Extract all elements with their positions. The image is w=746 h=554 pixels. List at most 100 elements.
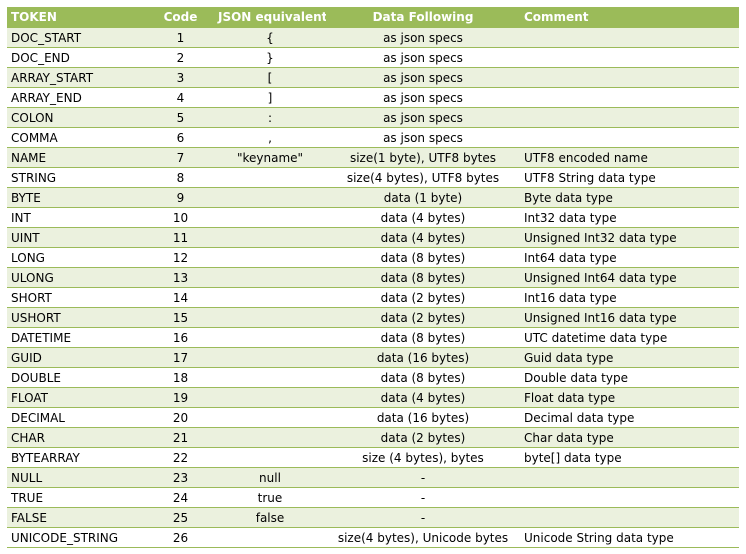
- json-equivalent-cell: true: [214, 487, 326, 508]
- table-row: ARRAY_START 3[as json specs: [7, 67, 739, 88]
- token-cell: LONG: [7, 247, 147, 268]
- code-cell: 22: [147, 447, 214, 468]
- token-cell: FALSE: [7, 507, 147, 528]
- code-cell: 3: [147, 67, 214, 88]
- data-following-cell: as json specs: [326, 107, 520, 128]
- table-row: BYTE 9 data (1 byte) Byte data type: [7, 187, 739, 208]
- json-equivalent-cell: [: [214, 67, 326, 88]
- comment-cell: [520, 87, 739, 108]
- json-equivalent-cell: [214, 347, 326, 368]
- json-equivalent-cell: "keyname": [214, 147, 326, 168]
- table-row: FALSE 25 false -: [7, 507, 739, 528]
- table-row: DATETIME 16 data (8 bytes) UTC datetime dat…: [7, 327, 739, 348]
- table-row: DOC_END 2} as json specs: [7, 47, 739, 68]
- json-equivalent-cell: ]: [214, 87, 326, 108]
- json-equivalent-cell: :: [214, 107, 326, 128]
- data-following-cell: data (16 bytes): [326, 407, 520, 428]
- token-cell: STRING: [7, 167, 147, 188]
- data-following-cell: data (2 bytes): [326, 307, 520, 328]
- code-cell: 9: [147, 187, 214, 208]
- table-row: GUID 17 data (16 bytes) Guid data type: [7, 347, 739, 368]
- comment-cell: [520, 27, 739, 48]
- token-table-sheet: TOKEN Code JSON equivalent Data Followin…: [7, 7, 739, 548]
- code-cell: 12: [147, 247, 214, 268]
- data-following-cell: -: [326, 467, 520, 488]
- comment-cell: [520, 107, 739, 128]
- comment-cell: Unsigned Int16 data type: [520, 307, 739, 328]
- token-table: TOKEN Code JSON equivalent Data Followin…: [7, 7, 739, 548]
- comment-cell: Guid data type: [520, 347, 739, 368]
- table-row: CHAR 21 data (2 bytes) Char data type: [7, 427, 739, 448]
- token-cell: ULONG: [7, 267, 147, 288]
- table-row: TRUE 24 true -: [7, 487, 739, 508]
- table-body: DOC_START 1{as json specs DOC_END 2} as json…: [7, 27, 739, 548]
- comment-cell: byte[] data type: [520, 447, 739, 468]
- header-token: TOKEN: [7, 7, 147, 28]
- data-following-cell: as json specs: [326, 47, 520, 68]
- token-cell: DOUBLE: [7, 367, 147, 388]
- table-row: LONG 12 data (8 bytes) Int64 data type: [7, 247, 739, 268]
- table-header: TOKEN Code JSON equivalent Data Followin…: [7, 7, 739, 28]
- json-equivalent-cell: [214, 367, 326, 388]
- json-equivalent-cell: [214, 527, 326, 548]
- json-equivalent-cell: [214, 387, 326, 408]
- data-following-cell: -: [326, 487, 520, 508]
- table-row: INT 10 data (4 bytes) Int32 data type: [7, 207, 739, 228]
- code-cell: 25: [147, 507, 214, 528]
- comment-cell: UTC datetime data type: [520, 327, 739, 348]
- data-following-cell: as json specs: [326, 127, 520, 148]
- code-cell: 1: [147, 27, 214, 48]
- data-following-cell: size(1 byte), UTF8 bytes: [326, 147, 520, 168]
- code-cell: 15: [147, 307, 214, 328]
- comment-cell: Byte data type: [520, 187, 739, 208]
- code-cell: 23: [147, 467, 214, 488]
- json-equivalent-cell: }: [214, 47, 326, 68]
- table-row: UINT 11 data (4 bytes) Unsigned Int32 data …: [7, 227, 739, 248]
- json-equivalent-cell: [214, 187, 326, 208]
- data-following-cell: as json specs: [326, 27, 520, 48]
- token-cell: BYTE: [7, 187, 147, 208]
- table-row: DOUBLE 18 data (8 bytes) Double data type: [7, 367, 739, 388]
- json-equivalent-cell: [214, 247, 326, 268]
- token-cell: UINT: [7, 227, 147, 248]
- code-cell: 13: [147, 267, 214, 288]
- token-cell: FLOAT: [7, 387, 147, 408]
- json-equivalent-cell: [214, 167, 326, 188]
- json-equivalent-cell: [214, 227, 326, 248]
- comment-cell: [520, 467, 739, 488]
- token-cell: DECIMAL: [7, 407, 147, 428]
- json-equivalent-cell: [214, 427, 326, 448]
- comment-cell: Int64 data type: [520, 247, 739, 268]
- token-cell: USHORT: [7, 307, 147, 328]
- table-row: USHORT 15 data (2 bytes) Unsigned Int16 dat…: [7, 307, 739, 328]
- token-cell: COMMA: [7, 127, 147, 148]
- code-cell: 19: [147, 387, 214, 408]
- token-cell: CHAR: [7, 427, 147, 448]
- token-cell: TRUE: [7, 487, 147, 508]
- code-cell: 2: [147, 47, 214, 68]
- table-row: NAME 7 "keyname" size(1 byte), UTF8 bytes UT…: [7, 147, 739, 168]
- data-following-cell: data (8 bytes): [326, 247, 520, 268]
- table-row: ULONG 13 data (8 bytes) Unsigned Int64 data…: [7, 267, 739, 288]
- json-equivalent-cell: ,: [214, 127, 326, 148]
- table-row: COLON 5: as json specs: [7, 107, 739, 128]
- table-row: FLOAT 19 data (4 bytes) Float data type: [7, 387, 739, 408]
- code-cell: 16: [147, 327, 214, 348]
- code-cell: 14: [147, 287, 214, 308]
- code-cell: 10: [147, 207, 214, 228]
- token-cell: SHORT: [7, 287, 147, 308]
- token-cell: COLON: [7, 107, 147, 128]
- comment-cell: UTF8 String data type: [520, 167, 739, 188]
- json-equivalent-cell: {: [214, 27, 326, 48]
- table-row: NULL 23 null -: [7, 467, 739, 488]
- comment-cell: [520, 487, 739, 508]
- token-cell: UNICODE_STRING: [7, 527, 147, 548]
- data-following-cell: size(4 bytes), UTF8 bytes: [326, 167, 520, 188]
- token-cell: BYTEARRAY: [7, 447, 147, 468]
- data-following-cell: data (1 byte): [326, 187, 520, 208]
- header-comment: Comment: [520, 7, 739, 28]
- token-cell: ARRAY_START: [7, 67, 147, 88]
- comment-cell: Unicode String data type: [520, 527, 739, 548]
- table-row: UNICODE_STRING 26 size(4 bytes), Unicode b…: [7, 527, 739, 548]
- comment-cell: Unsigned Int32 data type: [520, 227, 739, 248]
